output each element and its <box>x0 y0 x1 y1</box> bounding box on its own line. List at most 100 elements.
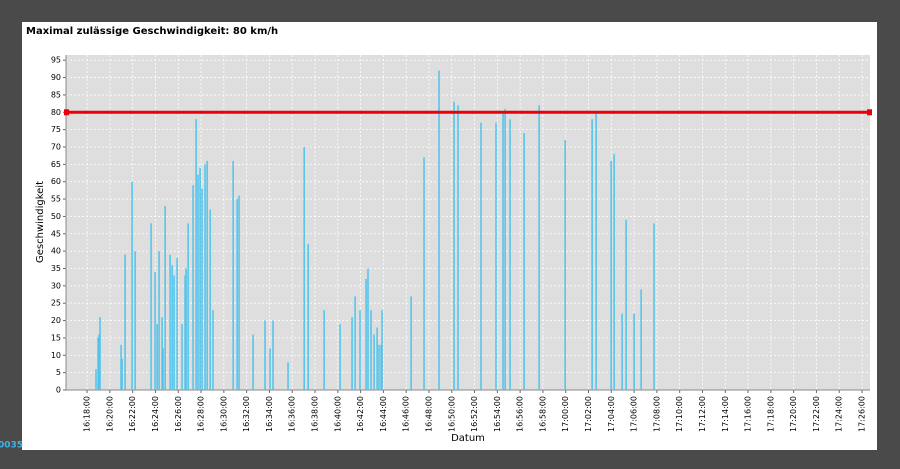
x-tick-label: 16:20:00 <box>105 396 114 432</box>
x-tick-label: 17:22:00 <box>812 396 821 432</box>
x-tick-label: 17:04:00 <box>607 396 616 432</box>
y-tick-label: 80 <box>51 108 61 117</box>
bar <box>204 164 206 390</box>
bar <box>423 157 425 390</box>
bar <box>495 122 497 390</box>
bar <box>502 112 504 391</box>
bar <box>504 108 506 390</box>
bar <box>591 119 593 390</box>
threshold-marker <box>867 109 872 116</box>
bar <box>181 324 183 390</box>
y-tick-label: 55 <box>51 195 61 204</box>
y-tick-label: 10 <box>51 351 61 360</box>
bar <box>367 268 369 390</box>
bar <box>378 344 380 390</box>
x-tick-label: 16:50:00 <box>447 396 456 432</box>
bar <box>272 320 274 390</box>
bar <box>621 313 623 390</box>
bar <box>365 278 367 390</box>
bar <box>303 146 305 390</box>
x-axis-label: Datum <box>451 433 485 444</box>
bar <box>307 244 309 390</box>
bar <box>480 122 482 390</box>
bar <box>232 160 234 390</box>
bar <box>171 265 173 390</box>
bar <box>161 317 163 390</box>
bar <box>323 310 325 390</box>
bar <box>457 105 459 390</box>
x-tick-label: 17:12:00 <box>698 396 707 432</box>
bar <box>354 296 356 390</box>
bar <box>610 160 612 390</box>
x-tick-label: 16:28:00 <box>197 396 206 432</box>
bar <box>453 101 455 390</box>
bar <box>121 358 123 390</box>
x-tick-label: 17:18:00 <box>766 396 775 432</box>
y-tick-label: 5 <box>56 368 61 377</box>
y-tick-label: 95 <box>51 56 61 65</box>
x-tick-label: 16:22:00 <box>128 396 137 432</box>
bar <box>410 296 412 390</box>
bar <box>212 310 214 390</box>
x-tick-label: 17:24:00 <box>835 396 844 432</box>
bar <box>131 181 133 390</box>
y-tick-label: 70 <box>51 142 61 151</box>
bar <box>206 160 208 390</box>
y-tick-label: 90 <box>51 73 61 82</box>
bar <box>154 271 156 390</box>
bar <box>370 310 372 390</box>
bar <box>376 327 378 390</box>
bar <box>287 362 289 390</box>
bar <box>120 344 122 390</box>
chart-title: Maximal zulässige Geschwindigkeit: 80 km… <box>26 26 278 37</box>
x-tick-label: 16:24:00 <box>151 396 160 432</box>
x-tick-label: 17:14:00 <box>721 396 730 432</box>
x-tick-label: 16:18:00 <box>83 396 92 432</box>
x-tick-label: 17:16:00 <box>744 396 753 432</box>
bar <box>373 334 375 390</box>
bar <box>595 112 597 391</box>
bar <box>199 167 201 390</box>
bar <box>351 317 353 390</box>
bar <box>523 133 525 390</box>
bar <box>201 188 203 390</box>
bar <box>134 251 136 390</box>
x-tick-label: 16:26:00 <box>174 396 183 432</box>
bar <box>625 219 627 390</box>
y-tick-label: 25 <box>51 299 61 308</box>
x-tick-label: 16:30:00 <box>219 396 228 432</box>
y-tick-label: 15 <box>51 333 61 342</box>
x-tick-label: 17:20:00 <box>789 396 798 432</box>
x-tick-label: 16:46:00 <box>402 396 411 432</box>
x-tick-label: 16:40:00 <box>333 396 342 432</box>
y-axis-label: Geschwindigkeit <box>35 181 46 263</box>
y-tick-label: 20 <box>51 316 61 325</box>
bar <box>169 254 171 390</box>
bar <box>185 268 187 390</box>
y-tick-label: 40 <box>51 247 61 256</box>
bar <box>124 254 126 390</box>
bar <box>264 320 266 390</box>
y-tick-label: 45 <box>51 229 61 238</box>
bar <box>509 119 511 390</box>
bar <box>150 223 152 390</box>
x-tick-label: 16:58:00 <box>538 396 547 432</box>
bar <box>184 275 186 390</box>
y-tick-label: 50 <box>51 212 61 221</box>
bar <box>156 324 158 390</box>
bar <box>640 289 642 390</box>
bar <box>173 275 175 390</box>
x-tick-label: 17:08:00 <box>652 396 661 432</box>
footer-text: 0035 <box>0 441 23 451</box>
y-tick-label: 0 <box>56 386 61 395</box>
x-tick-label: 16:56:00 <box>516 396 525 432</box>
x-tick-label: 16:34:00 <box>265 396 274 432</box>
y-tick-label: 75 <box>51 125 61 134</box>
bar <box>269 348 271 390</box>
x-tick-label: 16:54:00 <box>493 396 502 432</box>
bar <box>339 324 341 390</box>
x-tick-label: 17:10:00 <box>675 396 684 432</box>
x-tick-label: 17:00:00 <box>561 396 570 432</box>
y-tick-label: 30 <box>51 281 61 290</box>
